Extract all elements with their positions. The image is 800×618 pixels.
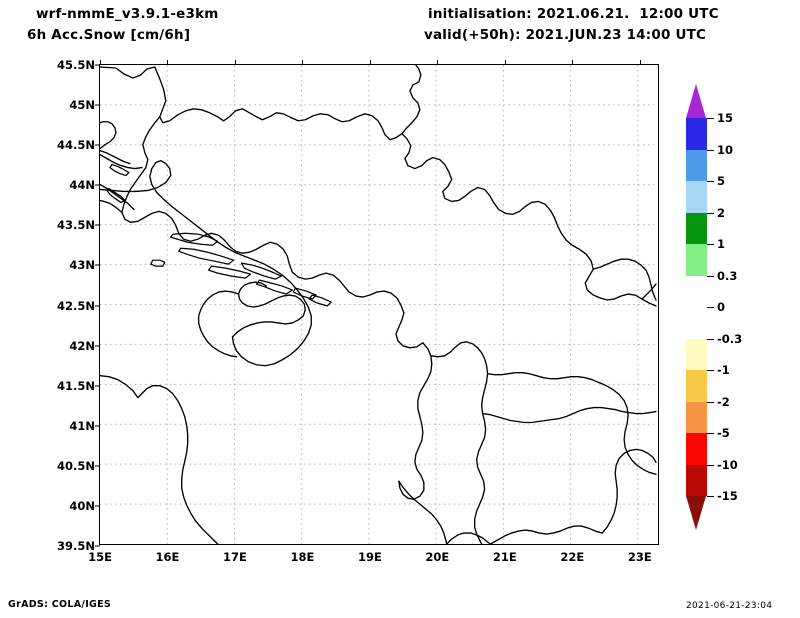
colorbar-tick-mark	[707, 275, 714, 277]
latitude-tick-label: 44N	[69, 178, 95, 193]
longitude-tick-label: 21E	[492, 550, 517, 564]
colorbar-tick-mark	[707, 370, 714, 371]
longitude-tick-mark	[167, 60, 169, 65]
field-label: 6h Acc.Snow [cm/6h]	[27, 27, 191, 43]
colorbar-band	[686, 338, 707, 370]
colorbar-band	[686, 307, 707, 339]
latitude-tick-mark	[95, 465, 100, 467]
longitude-tick-mark	[437, 60, 439, 65]
latitude-tick-mark	[95, 184, 100, 186]
longitude-tick-mark	[504, 60, 506, 65]
colorbar-tick-label: 0	[717, 300, 726, 314]
longitude-tick-mark	[369, 60, 371, 65]
colorbar-over-arrow	[686, 84, 706, 118]
colorbar-band	[686, 275, 707, 307]
colorbar-under-arrow	[686, 496, 706, 530]
longitude-tick-label: 17E	[223, 550, 247, 564]
colorbar-band	[686, 401, 707, 433]
colorbar-band	[686, 118, 707, 150]
attribution-label: GrADS: COLA/IGES	[8, 599, 112, 610]
colorbar-tick-mark	[707, 244, 714, 245]
latitude-tick-label: 43.5N	[57, 218, 95, 233]
colorbar-band	[686, 181, 707, 213]
latitude-tick-label: 42.5N	[57, 298, 95, 313]
latitude-tick-mark	[95, 545, 100, 547]
colorbar-tick-mark	[707, 118, 714, 119]
colorbar-tick-mark	[707, 181, 714, 182]
latitude-tick-label: 44.5N	[57, 138, 95, 153]
colorbar-tick-mark	[707, 464, 714, 466]
longitude-tick-label: 16E	[155, 550, 180, 564]
longitude-tick-label: 23E	[627, 550, 652, 564]
gridlines	[100, 65, 658, 544]
colorbar-tick-label: 2	[717, 205, 726, 220]
colorbar-band	[686, 244, 707, 276]
initialisation-label: initialisation: 2021.06.21. 12:00 UTC	[428, 6, 719, 22]
latitude-tick-mark	[95, 64, 100, 66]
colorbar-legend: 15 10 5 2 1 0.3 0 -0.3 -1 -2 -5 -10 -15	[686, 84, 742, 530]
colorbar-band	[686, 212, 707, 244]
colorbar-tick-label: -10	[717, 457, 738, 472]
colorbar-tick-mark	[707, 307, 714, 308]
longitude-tick-label: 15E	[88, 550, 112, 564]
latitude-tick-label: 45.5N	[57, 58, 95, 72]
colorbar-band	[686, 149, 707, 181]
colorbar-tick-label: 0.3	[717, 268, 738, 283]
latitude-tick-label: 40N	[69, 498, 95, 513]
colorbar-tick-label: -2	[717, 394, 730, 409]
latitude-tick-label: 41N	[69, 418, 95, 433]
latitude-tick-mark	[95, 385, 100, 387]
longitude-tick-label: 18E	[290, 550, 315, 564]
colorbar-tick-label: -0.3	[717, 331, 743, 346]
latitude-tick-mark	[95, 305, 100, 306]
latitude-tick-mark	[95, 264, 100, 266]
map-canvas	[100, 65, 658, 544]
longitude-tick-mark	[302, 60, 304, 65]
latitude-tick-label: 45N	[69, 98, 95, 113]
longitude-tick-label: 19E	[357, 550, 382, 564]
longitude-tick-label: 20E	[425, 550, 450, 564]
latitude-tick-label: 39.5N	[57, 539, 95, 553]
valid-time-label: valid(+50h): 2021.JUN.23 14:00 UTC	[424, 27, 707, 43]
model-name-label: wrf-nmmE_v3.9.1-e3km	[36, 6, 219, 22]
colorbar-tick-mark	[707, 149, 714, 151]
longitude-tick-mark	[572, 60, 574, 65]
longitude-tick-mark	[100, 60, 101, 65]
map-plot-area: 39.5N 40N 40.5N 41N 41.5N 42N 42.5N 43N 43.5N 44N…	[57, 58, 659, 564]
latitude-tick-label: 40.5N	[57, 458, 95, 473]
colorbar-tick-label: -15	[717, 489, 738, 503]
latitude-tick-mark	[95, 425, 100, 427]
colorbar-tick-mark	[707, 401, 714, 403]
longitude-tick-label: 22E	[560, 550, 585, 564]
latitude-tick-mark	[95, 345, 100, 347]
latitude-tick-mark	[95, 144, 100, 146]
colorbar-tick-label: 15	[717, 111, 734, 125]
colorbar-tick-mark	[707, 212, 714, 214]
colorbar-tick-label: -1	[717, 363, 730, 377]
colorbar-tick-mark	[707, 338, 714, 340]
colorbar-band	[686, 370, 707, 402]
latitude-tick-mark	[95, 224, 100, 226]
generation-timestamp: 2021-06-21-23:04	[686, 601, 773, 611]
colorbar-tick-label: 5	[717, 174, 726, 188]
colorbar-tick-mark	[707, 496, 714, 497]
latitude-tick-label: 42N	[69, 338, 95, 353]
colorbar-tick-label: 1	[717, 237, 726, 251]
longitude-tick-mark	[234, 60, 236, 65]
latitude-tick-label: 43N	[69, 258, 95, 273]
colorbar-tick-label: 10	[717, 142, 734, 157]
longitude-tick-mark	[639, 60, 641, 65]
latitude-tick-mark	[95, 104, 100, 106]
latitude-tick-mark	[95, 505, 100, 507]
colorbar-tick-mark	[707, 433, 714, 434]
colorbar-band	[686, 433, 707, 465]
colorbar-band	[686, 464, 707, 496]
colorbar-tick-label: -5	[717, 426, 730, 440]
geography-layer	[100, 65, 657, 544]
latitude-tick-label: 41.5N	[57, 378, 95, 393]
